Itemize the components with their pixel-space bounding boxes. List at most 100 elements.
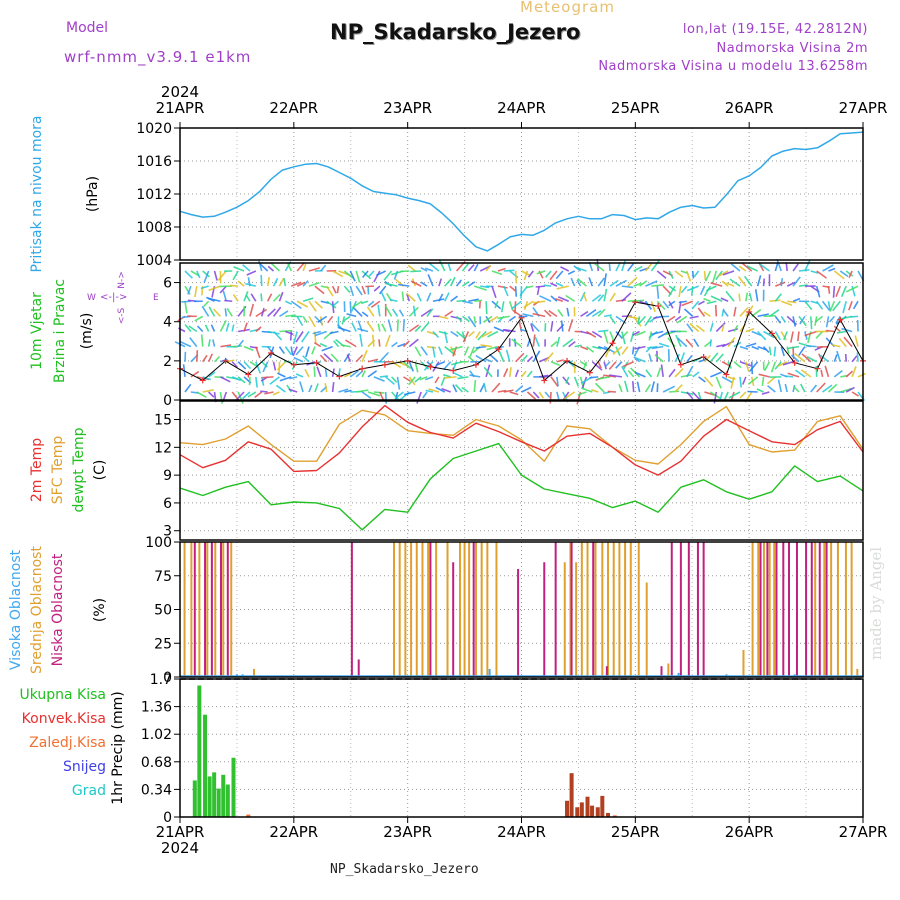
wind-barb (487, 330, 499, 338)
wind-gust-marker (564, 357, 571, 364)
wind-barb (260, 274, 263, 287)
wind-barb (426, 345, 437, 349)
wind-barb (833, 270, 845, 280)
wind-barb (603, 361, 607, 370)
wind-barb (514, 270, 518, 284)
wind-barb (383, 270, 393, 281)
wind-barb (762, 346, 770, 353)
precip-bar (600, 795, 605, 817)
wind-barb (728, 391, 741, 399)
wind-barb (316, 366, 322, 378)
wind-barb (843, 336, 853, 348)
wind-barb (259, 263, 269, 272)
wind-barb (403, 376, 411, 382)
wind-barb (730, 376, 735, 389)
wind-barb (207, 297, 221, 303)
wind-barb (603, 374, 617, 378)
wind-barb (686, 354, 693, 363)
wind-barb (689, 322, 700, 333)
wind-barb (720, 297, 729, 302)
wind-barb (381, 323, 387, 332)
wind-barb (591, 361, 603, 371)
wind-barb (467, 315, 477, 328)
wind-barb (367, 358, 379, 363)
wind-barb (313, 342, 322, 348)
wind-gust-marker (791, 359, 798, 366)
wind-barb (515, 352, 525, 363)
wind-barb (832, 300, 841, 312)
wind-barb (249, 303, 255, 317)
wind-barb (288, 388, 298, 393)
wind-barb (401, 291, 405, 302)
wind-barb (686, 323, 694, 332)
wind-barb (686, 391, 694, 400)
wind-barb (574, 344, 582, 348)
y-tick-label: 12 (154, 440, 172, 456)
wind-barb (565, 294, 576, 302)
wind-barb (449, 346, 457, 356)
wind-barb (615, 299, 627, 303)
wind-barb (504, 328, 516, 333)
wind-barb (742, 376, 747, 385)
wind-barb (408, 376, 416, 386)
x-tick-label-top: 25APR (611, 99, 660, 117)
wind-barb (650, 300, 656, 313)
wind-barb (331, 301, 335, 314)
wind-barb (848, 270, 853, 279)
wind-barb (452, 384, 458, 393)
wind-barb (361, 285, 366, 295)
wind-barb (698, 376, 706, 383)
wind-barb (603, 331, 609, 344)
wind-barb (202, 376, 212, 381)
precip-bar (192, 780, 197, 817)
wind-gust-marker (655, 303, 662, 310)
footer-station-label: NP_Skadarsko_Jezero (330, 862, 479, 877)
page-title: NP_Skadarsko_Jezero (330, 20, 581, 44)
wind-barb (804, 330, 817, 337)
wind-barb (786, 281, 796, 287)
wind-barb (709, 339, 712, 347)
wind-barb (775, 281, 786, 287)
wind-barb (351, 322, 357, 332)
wind-barb (444, 376, 457, 379)
wind-barb (842, 301, 847, 314)
wind-barb (526, 391, 537, 400)
wind-barb (686, 365, 694, 378)
wind-barb (477, 330, 487, 341)
wind-barb (373, 285, 381, 292)
wind-barb (438, 346, 443, 355)
wind-barb (651, 330, 664, 336)
wind-barb (377, 323, 381, 332)
wind-barb (219, 391, 223, 404)
wind-barb (379, 391, 385, 401)
wind-barb (313, 366, 316, 377)
wind-barb (827, 301, 831, 312)
wind-barb (656, 300, 666, 311)
wind-barb (468, 330, 475, 337)
wind-barb (246, 270, 257, 276)
wind-barb (473, 379, 477, 393)
wind-barb (521, 386, 532, 393)
wind-barb (739, 376, 743, 388)
wind-barb (308, 281, 320, 287)
wind-barb (260, 390, 268, 393)
wind-barb (851, 391, 860, 397)
wind-barb (544, 352, 554, 363)
wind-barb (604, 361, 611, 368)
precip-bar (590, 805, 595, 817)
wind-barb (219, 285, 227, 294)
wind-barb (792, 276, 801, 287)
wind-barb (435, 361, 446, 367)
wind-barb (745, 328, 755, 333)
wind-barb (668, 368, 676, 378)
wind-barb (691, 300, 700, 310)
y-tick-label: 0 (163, 393, 172, 409)
wind-barb (250, 293, 257, 302)
wind-barb (332, 270, 344, 278)
wind-barb (420, 346, 428, 356)
wind-barb (357, 327, 369, 333)
wind-barb (845, 270, 854, 277)
wind-barb (444, 278, 452, 287)
wind-barb (726, 282, 735, 287)
wind-barb (822, 384, 833, 393)
